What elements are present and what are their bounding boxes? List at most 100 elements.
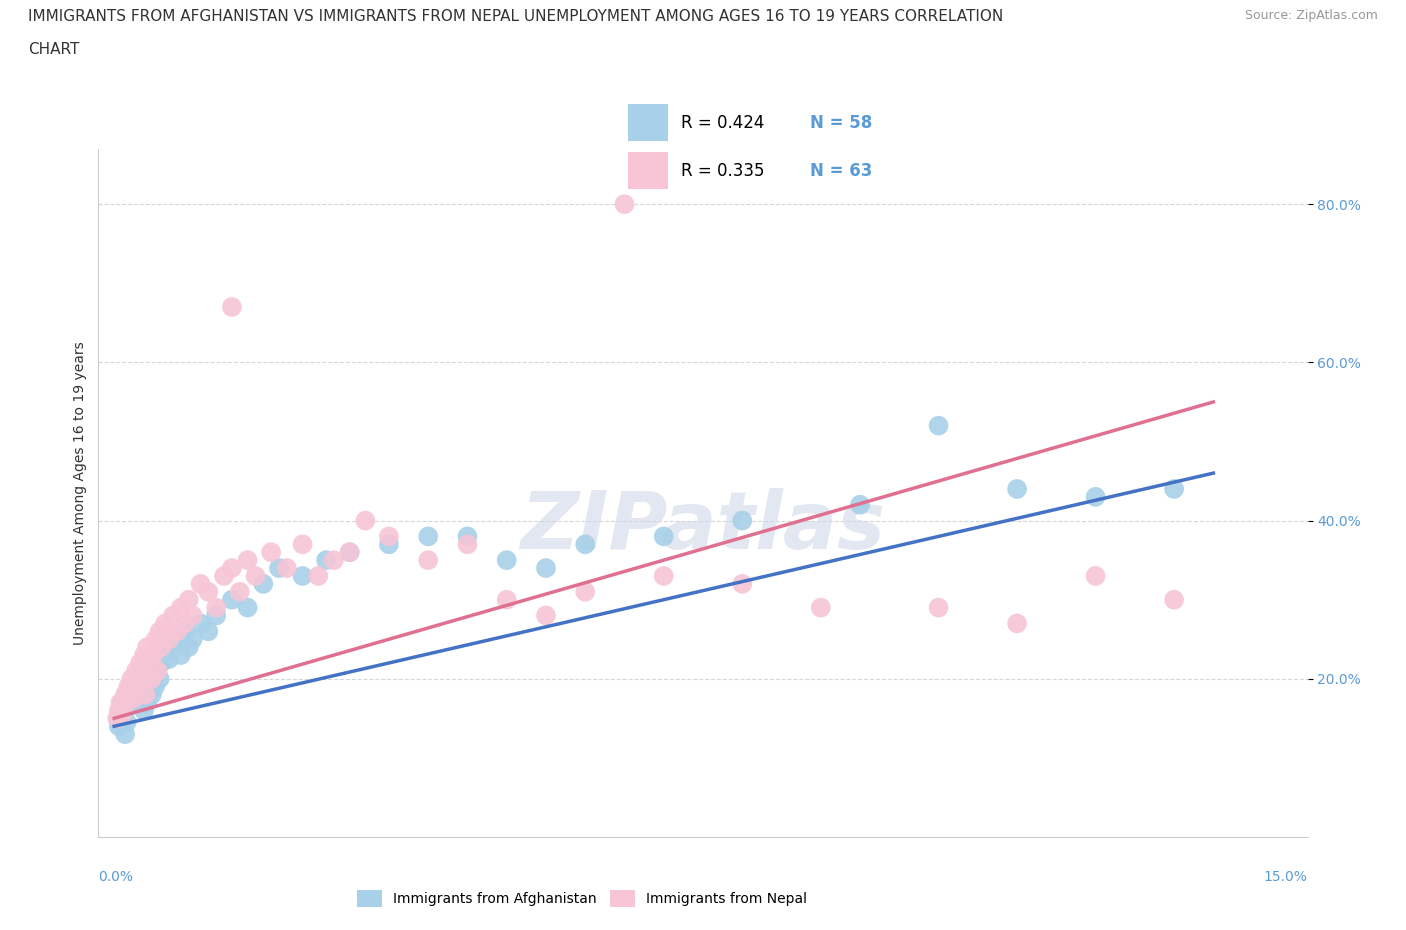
Point	[170, 647, 193, 662]
Point	[115, 695, 138, 710]
Point	[173, 616, 195, 631]
Legend: Immigrants from Afghanistan, Immigrants from Nepal: Immigrants from Afghanistan, Immigrants …	[352, 884, 813, 912]
Point	[252, 577, 274, 591]
Point	[849, 498, 872, 512]
Point	[928, 600, 950, 615]
Point	[157, 652, 180, 667]
Point	[291, 537, 314, 551]
Point	[534, 561, 557, 576]
Point	[177, 592, 200, 607]
Point	[495, 592, 517, 607]
Point	[291, 568, 314, 583]
Point	[138, 671, 160, 686]
Text: IMMIGRANTS FROM AFGHANISTAN VS IMMIGRANTS FROM NEPAL UNEMPLOYMENT AMONG AGES 16 : IMMIGRANTS FROM AFGHANISTAN VS IMMIGRANT…	[28, 9, 1004, 24]
Point	[135, 663, 157, 678]
Point	[354, 513, 377, 528]
Point	[378, 537, 401, 551]
Point	[166, 631, 188, 646]
Point	[157, 631, 180, 646]
Point	[456, 537, 478, 551]
Text: 0.0%: 0.0%	[98, 870, 134, 884]
Point	[131, 675, 153, 690]
Point	[110, 695, 132, 710]
Point	[928, 418, 950, 433]
Point	[125, 663, 148, 678]
Point	[810, 600, 832, 615]
Point	[190, 577, 212, 591]
Point	[146, 663, 169, 678]
Point	[495, 552, 517, 567]
Point	[142, 656, 165, 671]
Point	[135, 687, 157, 702]
Point	[149, 671, 172, 686]
Point	[114, 726, 136, 741]
Point	[111, 707, 134, 722]
Point	[111, 695, 134, 710]
Point	[150, 656, 173, 671]
Point	[378, 529, 401, 544]
Point	[118, 687, 141, 702]
Point	[315, 552, 337, 567]
Point	[114, 687, 136, 702]
Point	[245, 568, 267, 583]
Text: Source: ZipAtlas.com: Source: ZipAtlas.com	[1244, 9, 1378, 22]
Point	[110, 707, 132, 722]
Point	[212, 568, 235, 583]
Point	[115, 715, 138, 730]
Point	[181, 608, 204, 623]
FancyBboxPatch shape	[628, 104, 668, 141]
Point	[1084, 489, 1107, 504]
Point	[181, 631, 204, 646]
Point	[117, 679, 139, 694]
Point	[731, 513, 754, 528]
Point	[190, 616, 212, 631]
Point	[132, 647, 155, 662]
Point	[146, 663, 169, 678]
Point	[221, 299, 243, 314]
Point	[131, 671, 153, 686]
Point	[138, 656, 160, 671]
Point	[456, 529, 478, 544]
Point	[142, 647, 165, 662]
Point	[339, 545, 361, 560]
Point	[129, 687, 152, 702]
Point	[1005, 482, 1028, 497]
Point	[229, 584, 252, 599]
Point	[166, 624, 188, 639]
Point	[112, 699, 135, 714]
Point	[170, 600, 193, 615]
Point	[323, 552, 346, 567]
Point	[177, 640, 200, 655]
Point	[117, 699, 139, 714]
Point	[1005, 616, 1028, 631]
Point	[127, 671, 149, 686]
Point	[307, 568, 329, 583]
Point	[1084, 568, 1107, 583]
Point	[205, 608, 228, 623]
Point	[115, 687, 138, 702]
Point	[132, 703, 155, 718]
Point	[173, 624, 195, 639]
Text: CHART: CHART	[28, 42, 80, 57]
Point	[652, 529, 675, 544]
Point	[136, 640, 159, 655]
Point	[141, 687, 163, 702]
Point	[418, 529, 440, 544]
Point	[153, 647, 176, 662]
Point	[105, 711, 128, 725]
Point	[267, 561, 290, 576]
Point	[197, 584, 219, 599]
Point	[1163, 482, 1185, 497]
Point	[1163, 592, 1185, 607]
Y-axis label: Unemployment Among Ages 16 to 19 years: Unemployment Among Ages 16 to 19 years	[73, 341, 87, 644]
Point	[108, 703, 131, 718]
Point	[574, 537, 596, 551]
Point	[276, 561, 298, 576]
Point	[149, 624, 172, 639]
Point	[162, 640, 184, 655]
Point	[125, 695, 148, 710]
Point	[221, 592, 243, 607]
Point	[197, 624, 219, 639]
Point	[221, 561, 243, 576]
Text: ZIPatlas: ZIPatlas	[520, 488, 886, 566]
